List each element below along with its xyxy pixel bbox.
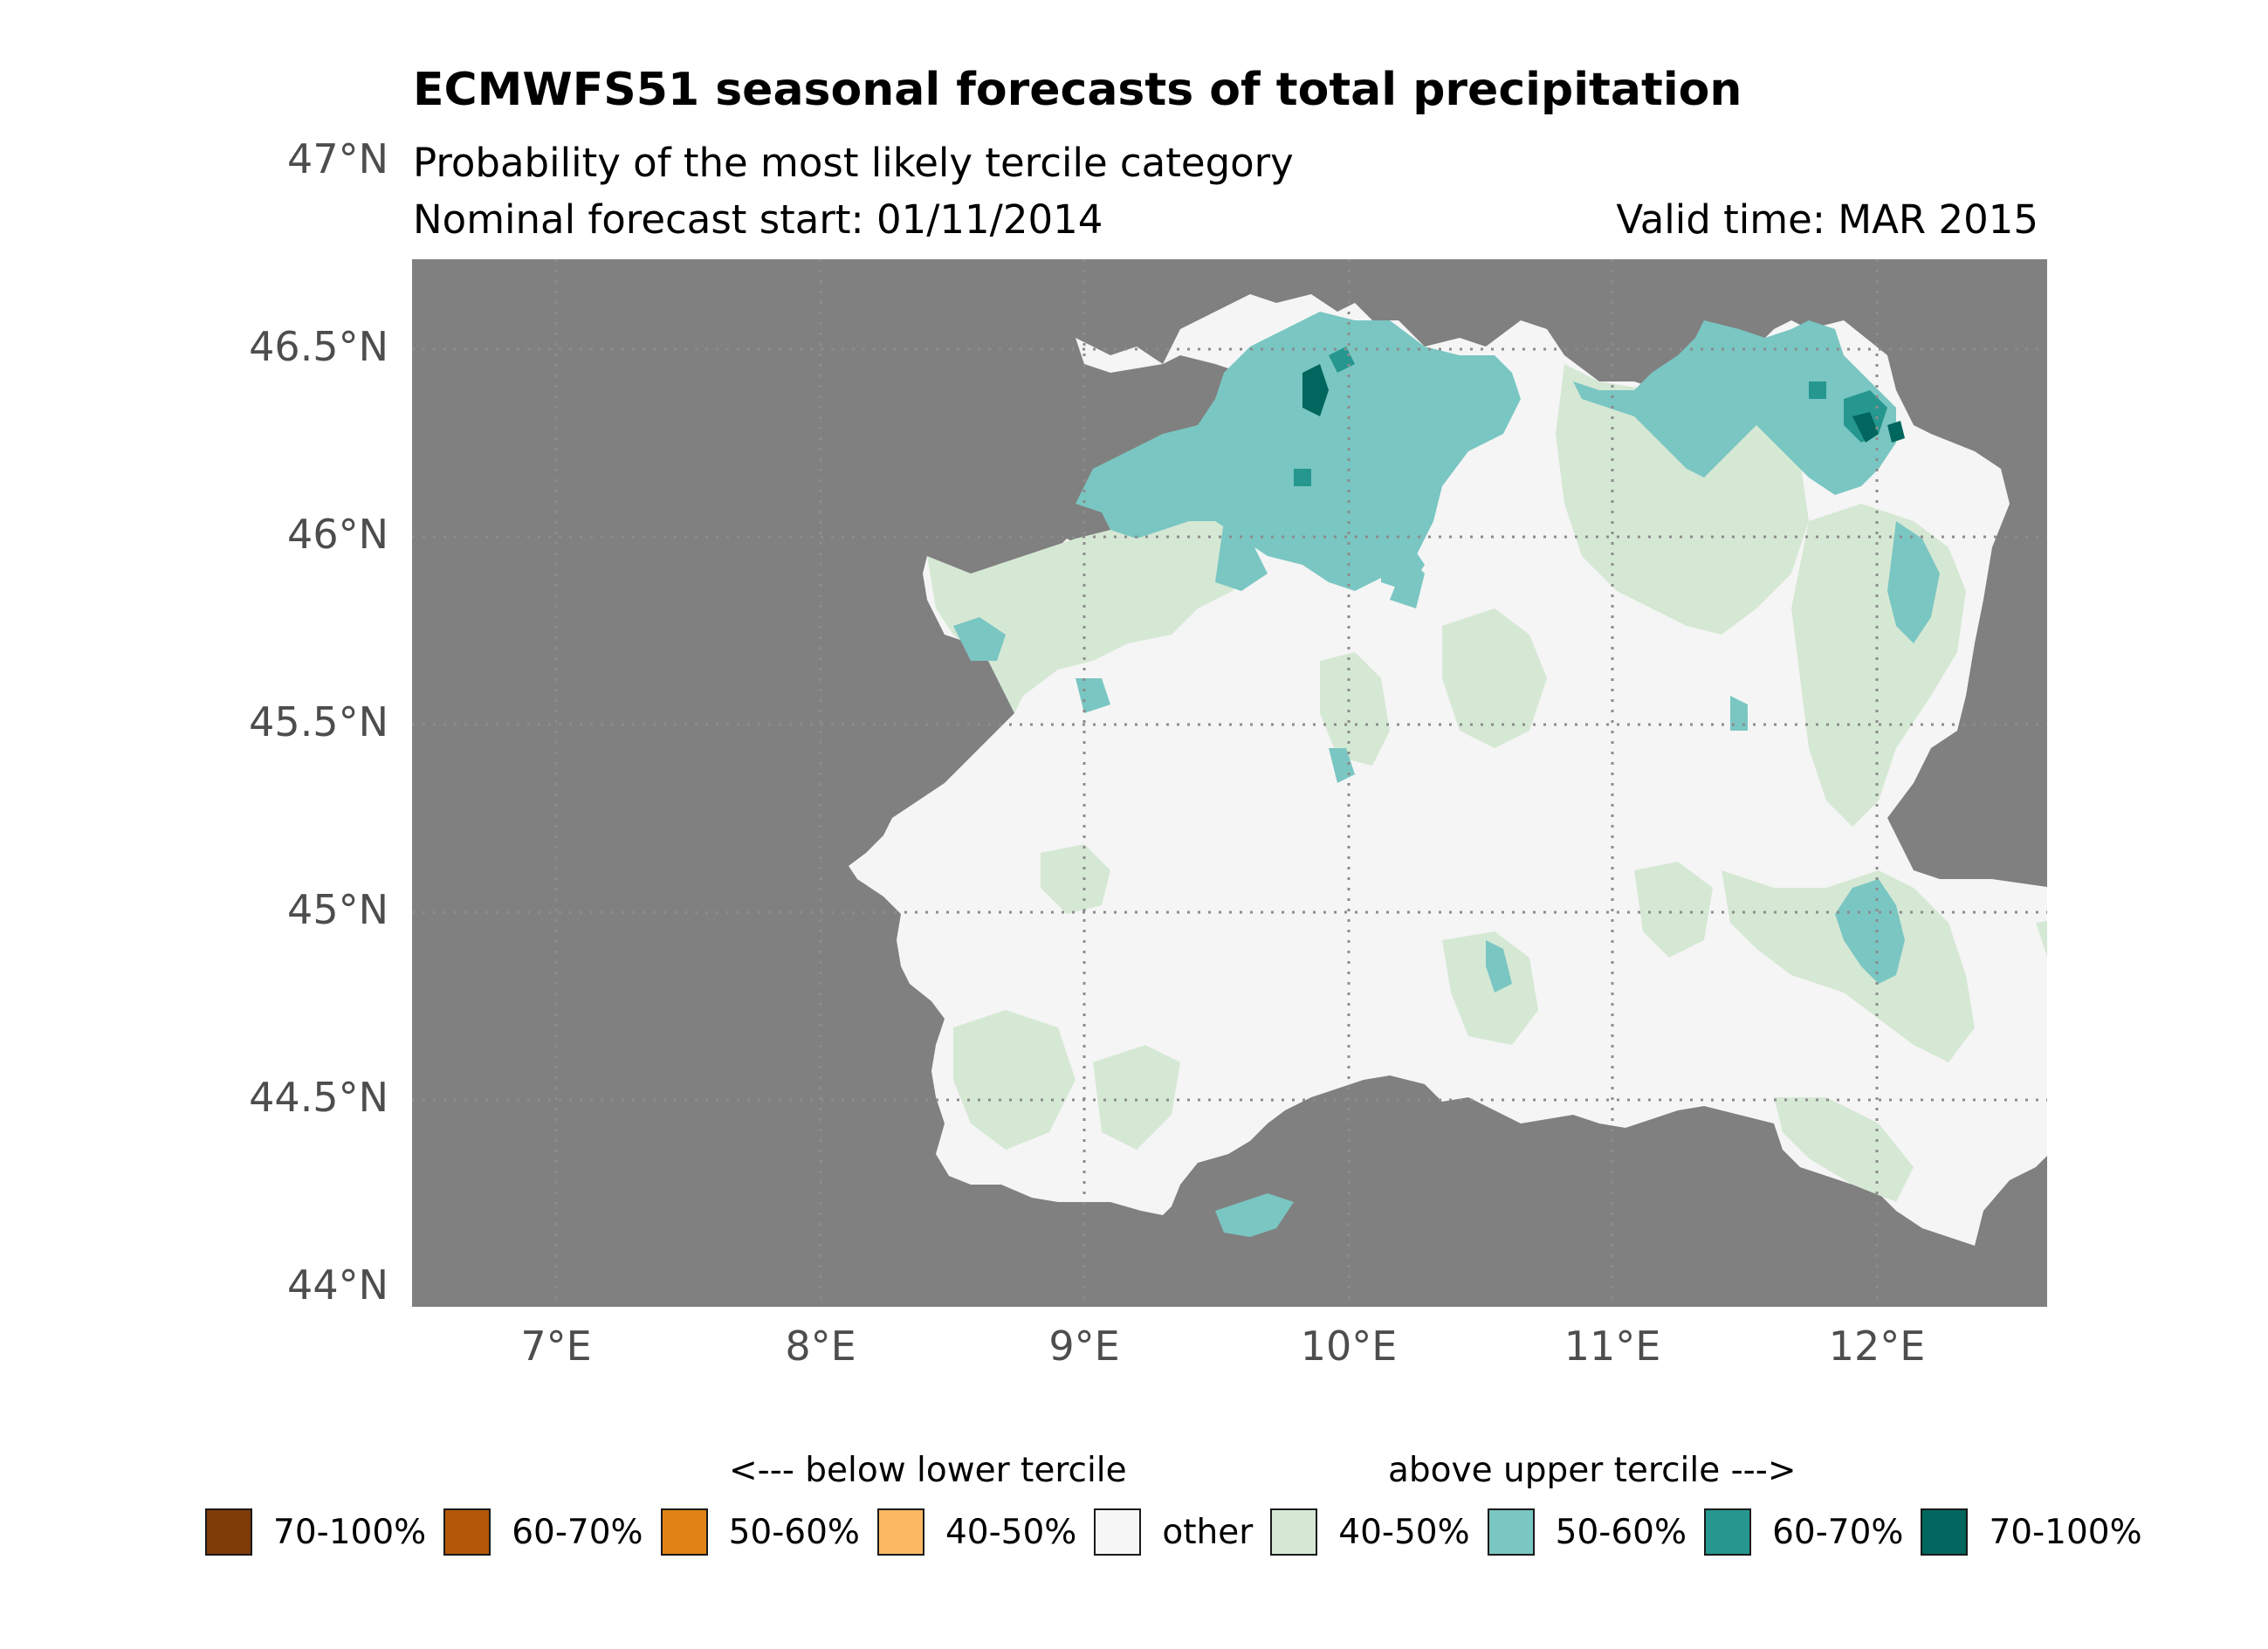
lon-label-11: 11°E bbox=[1564, 1323, 1661, 1370]
lat-label-44-5: 44.5°N bbox=[249, 1074, 388, 1121]
legend-label: 60-70% bbox=[512, 1512, 643, 1552]
lon-label-9: 9°E bbox=[1048, 1323, 1120, 1370]
legend-item-below-40-50: 40-50% bbox=[876, 1508, 1077, 1556]
legend-item-above-40-50: 40-50% bbox=[1270, 1508, 1470, 1556]
legend: 70-100% 60-70% 50-60% 40-50% other 40-50… bbox=[205, 1506, 2160, 1558]
legend-item-below-50-60: 50-60% bbox=[660, 1508, 860, 1556]
legend-label: 70-100% bbox=[1989, 1512, 2142, 1552]
map-title: ECMWFS51 seasonal forecasts of total pre… bbox=[413, 64, 1742, 116]
above-50-60-areas bbox=[953, 312, 1940, 1237]
legend-swatch bbox=[1270, 1508, 1318, 1556]
legend-item-above-70-100: 70-100% bbox=[1921, 1508, 2142, 1556]
above-40-50-areas bbox=[927, 355, 2047, 1202]
above-70-100-areas bbox=[1302, 364, 1905, 443]
legend-label: 50-60% bbox=[728, 1512, 860, 1552]
legend-label: 40-50% bbox=[1338, 1512, 1470, 1552]
valid-time-label: Valid time: MAR 2015 bbox=[1616, 196, 2038, 243]
forecast-start-label: Nominal forecast start: 01/11/2014 bbox=[413, 196, 1103, 243]
legend-label: 70-100% bbox=[273, 1512, 427, 1552]
lat-label-46: 46°N bbox=[287, 511, 388, 558]
legend-item-below-60-70: 60-70% bbox=[443, 1508, 643, 1556]
lat-label-45: 45°N bbox=[287, 886, 388, 933]
legend-item-other: other bbox=[1094, 1508, 1253, 1556]
legend-below-header: <--- below lower tercile bbox=[729, 1451, 1127, 1490]
legend-label: other bbox=[1162, 1512, 1254, 1552]
lat-label-47: 47°N bbox=[287, 135, 388, 182]
legend-swatch bbox=[205, 1508, 252, 1556]
legend-item-above-60-70: 60-70% bbox=[1704, 1508, 1903, 1556]
legend-swatch bbox=[1704, 1508, 1752, 1556]
legend-item-above-50-60: 50-60% bbox=[1487, 1508, 1687, 1556]
lon-label-12: 12°E bbox=[1828, 1323, 1926, 1370]
lon-label-7: 7°E bbox=[520, 1323, 592, 1370]
legend-swatch bbox=[1094, 1508, 1142, 1556]
legend-swatch bbox=[660, 1508, 708, 1556]
legend-swatch bbox=[443, 1508, 491, 1556]
legend-label: 60-70% bbox=[1772, 1512, 1904, 1552]
legend-swatch bbox=[1487, 1508, 1535, 1556]
lat-label-45-5: 45.5°N bbox=[249, 698, 388, 745]
legend-swatch bbox=[1921, 1508, 1969, 1556]
lat-label-46-5: 46.5°N bbox=[249, 323, 388, 370]
legend-label: 50-60% bbox=[1555, 1512, 1687, 1552]
legend-item-below-70-100: 70-100% bbox=[205, 1508, 426, 1556]
precipitation-map bbox=[412, 259, 2047, 1307]
legend-label: 40-50% bbox=[945, 1512, 1077, 1552]
lat-label-44: 44°N bbox=[287, 1261, 388, 1309]
map-subtitle: Probability of the most likely tercile c… bbox=[413, 140, 1294, 186]
legend-above-header: above upper tercile ---> bbox=[1388, 1451, 1797, 1490]
lon-label-8: 8°E bbox=[785, 1323, 856, 1370]
legend-swatch bbox=[876, 1508, 924, 1556]
lon-label-10: 10°E bbox=[1300, 1323, 1398, 1370]
map-graticule bbox=[412, 259, 2047, 1307]
